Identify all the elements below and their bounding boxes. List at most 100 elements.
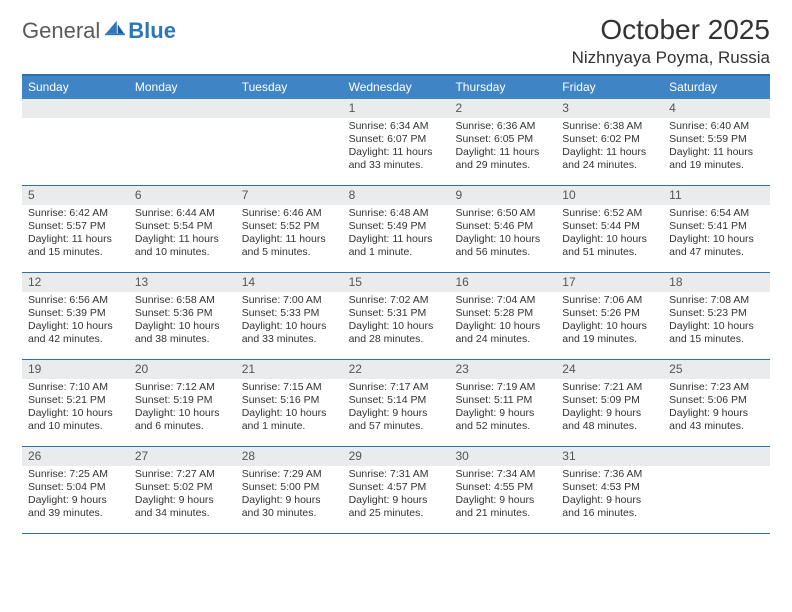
day-body bbox=[663, 466, 770, 526]
sunset-line: Sunset: 5:36 PM bbox=[135, 307, 230, 320]
day-cell: 17Sunrise: 7:06 AMSunset: 5:26 PMDayligh… bbox=[556, 273, 663, 359]
sunset-line: Sunset: 4:55 PM bbox=[455, 481, 550, 494]
day-number: 5 bbox=[22, 186, 129, 205]
day-cell: 22Sunrise: 7:17 AMSunset: 5:14 PMDayligh… bbox=[343, 360, 450, 446]
daylight-line: Daylight: 10 hours and 38 minutes. bbox=[135, 320, 230, 346]
sunrise-line: Sunrise: 7:10 AM bbox=[28, 381, 123, 394]
month-title: October 2025 bbox=[572, 14, 770, 46]
sunrise-line: Sunrise: 7:34 AM bbox=[455, 468, 550, 481]
day-cell: 29Sunrise: 7:31 AMSunset: 4:57 PMDayligh… bbox=[343, 447, 450, 533]
sunrise-line: Sunrise: 7:21 AM bbox=[562, 381, 657, 394]
daylight-line: Daylight: 9 hours and 34 minutes. bbox=[135, 494, 230, 520]
day-number: 21 bbox=[236, 360, 343, 379]
day-body: Sunrise: 7:36 AMSunset: 4:53 PMDaylight:… bbox=[556, 466, 663, 525]
daylight-line: Daylight: 9 hours and 52 minutes. bbox=[455, 407, 550, 433]
daylight-line: Daylight: 10 hours and 10 minutes. bbox=[28, 407, 123, 433]
day-cell: 12Sunrise: 6:56 AMSunset: 5:39 PMDayligh… bbox=[22, 273, 129, 359]
sunset-line: Sunset: 6:05 PM bbox=[455, 133, 550, 146]
day-cell: 31Sunrise: 7:36 AMSunset: 4:53 PMDayligh… bbox=[556, 447, 663, 533]
daylight-line: Daylight: 9 hours and 16 minutes. bbox=[562, 494, 657, 520]
day-body: Sunrise: 7:08 AMSunset: 5:23 PMDaylight:… bbox=[663, 292, 770, 351]
daylight-line: Daylight: 11 hours and 10 minutes. bbox=[135, 233, 230, 259]
week-row: 19Sunrise: 7:10 AMSunset: 5:21 PMDayligh… bbox=[22, 360, 770, 447]
sunrise-line: Sunrise: 6:54 AM bbox=[669, 207, 764, 220]
day-body: Sunrise: 7:06 AMSunset: 5:26 PMDaylight:… bbox=[556, 292, 663, 351]
day-cell: 15Sunrise: 7:02 AMSunset: 5:31 PMDayligh… bbox=[343, 273, 450, 359]
sunset-line: Sunset: 5:59 PM bbox=[669, 133, 764, 146]
day-number: 27 bbox=[129, 447, 236, 466]
day-body: Sunrise: 7:29 AMSunset: 5:00 PMDaylight:… bbox=[236, 466, 343, 525]
day-cell: 8Sunrise: 6:48 AMSunset: 5:49 PMDaylight… bbox=[343, 186, 450, 272]
day-number: 10 bbox=[556, 186, 663, 205]
sunrise-line: Sunrise: 6:46 AM bbox=[242, 207, 337, 220]
day-number: 8 bbox=[343, 186, 450, 205]
day-cell: 16Sunrise: 7:04 AMSunset: 5:28 PMDayligh… bbox=[449, 273, 556, 359]
day-number bbox=[22, 99, 129, 118]
day-body: Sunrise: 6:36 AMSunset: 6:05 PMDaylight:… bbox=[449, 118, 556, 177]
sunrise-line: Sunrise: 7:00 AM bbox=[242, 294, 337, 307]
sunset-line: Sunset: 5:26 PM bbox=[562, 307, 657, 320]
daylight-line: Daylight: 11 hours and 24 minutes. bbox=[562, 146, 657, 172]
day-body: Sunrise: 7:04 AMSunset: 5:28 PMDaylight:… bbox=[449, 292, 556, 351]
day-number: 17 bbox=[556, 273, 663, 292]
day-number: 2 bbox=[449, 99, 556, 118]
day-number: 3 bbox=[556, 99, 663, 118]
day-cell: 26Sunrise: 7:25 AMSunset: 5:04 PMDayligh… bbox=[22, 447, 129, 533]
day-cell: 18Sunrise: 7:08 AMSunset: 5:23 PMDayligh… bbox=[663, 273, 770, 359]
day-number: 25 bbox=[663, 360, 770, 379]
day-cell: 9Sunrise: 6:50 AMSunset: 5:46 PMDaylight… bbox=[449, 186, 556, 272]
daylight-line: Daylight: 9 hours and 39 minutes. bbox=[28, 494, 123, 520]
sunrise-line: Sunrise: 7:12 AM bbox=[135, 381, 230, 394]
day-body: Sunrise: 7:19 AMSunset: 5:11 PMDaylight:… bbox=[449, 379, 556, 438]
sunset-line: Sunset: 5:28 PM bbox=[455, 307, 550, 320]
daylight-line: Daylight: 9 hours and 48 minutes. bbox=[562, 407, 657, 433]
sunrise-line: Sunrise: 7:31 AM bbox=[349, 468, 444, 481]
day-cell: 14Sunrise: 7:00 AMSunset: 5:33 PMDayligh… bbox=[236, 273, 343, 359]
daylight-line: Daylight: 10 hours and 15 minutes. bbox=[669, 320, 764, 346]
sunset-line: Sunset: 5:39 PM bbox=[28, 307, 123, 320]
sunrise-line: Sunrise: 6:58 AM bbox=[135, 294, 230, 307]
day-number: 6 bbox=[129, 186, 236, 205]
sunset-line: Sunset: 5:57 PM bbox=[28, 220, 123, 233]
sunset-line: Sunset: 5:41 PM bbox=[669, 220, 764, 233]
sunrise-line: Sunrise: 7:29 AM bbox=[242, 468, 337, 481]
sunset-line: Sunset: 5:14 PM bbox=[349, 394, 444, 407]
daylight-line: Daylight: 10 hours and 51 minutes. bbox=[562, 233, 657, 259]
day-number: 18 bbox=[663, 273, 770, 292]
day-cell: 24Sunrise: 7:21 AMSunset: 5:09 PMDayligh… bbox=[556, 360, 663, 446]
logo-text-blue: Blue bbox=[128, 18, 176, 44]
day-number: 7 bbox=[236, 186, 343, 205]
day-body: Sunrise: 7:23 AMSunset: 5:06 PMDaylight:… bbox=[663, 379, 770, 438]
day-cell: 21Sunrise: 7:15 AMSunset: 5:16 PMDayligh… bbox=[236, 360, 343, 446]
sunrise-line: Sunrise: 7:04 AM bbox=[455, 294, 550, 307]
day-body: Sunrise: 6:34 AMSunset: 6:07 PMDaylight:… bbox=[343, 118, 450, 177]
daylight-line: Daylight: 11 hours and 15 minutes. bbox=[28, 233, 123, 259]
daylight-line: Daylight: 10 hours and 24 minutes. bbox=[455, 320, 550, 346]
sunset-line: Sunset: 4:57 PM bbox=[349, 481, 444, 494]
location: Nizhnyaya Poyma, Russia bbox=[572, 48, 770, 68]
day-number: 11 bbox=[663, 186, 770, 205]
day-body: Sunrise: 7:17 AMSunset: 5:14 PMDaylight:… bbox=[343, 379, 450, 438]
sunrise-line: Sunrise: 6:44 AM bbox=[135, 207, 230, 220]
sunrise-line: Sunrise: 7:19 AM bbox=[455, 381, 550, 394]
sunset-line: Sunset: 5:44 PM bbox=[562, 220, 657, 233]
day-number: 29 bbox=[343, 447, 450, 466]
sunset-line: Sunset: 5:04 PM bbox=[28, 481, 123, 494]
day-body: Sunrise: 6:42 AMSunset: 5:57 PMDaylight:… bbox=[22, 205, 129, 264]
daylight-line: Daylight: 11 hours and 1 minute. bbox=[349, 233, 444, 259]
sunset-line: Sunset: 5:19 PM bbox=[135, 394, 230, 407]
daylight-line: Daylight: 10 hours and 6 minutes. bbox=[135, 407, 230, 433]
day-number: 22 bbox=[343, 360, 450, 379]
sunrise-line: Sunrise: 6:56 AM bbox=[28, 294, 123, 307]
sunrise-line: Sunrise: 6:34 AM bbox=[349, 120, 444, 133]
day-cell: 7Sunrise: 6:46 AMSunset: 5:52 PMDaylight… bbox=[236, 186, 343, 272]
day-cell: 10Sunrise: 6:52 AMSunset: 5:44 PMDayligh… bbox=[556, 186, 663, 272]
sunset-line: Sunset: 5:06 PM bbox=[669, 394, 764, 407]
day-number: 20 bbox=[129, 360, 236, 379]
sunrise-line: Sunrise: 6:42 AM bbox=[28, 207, 123, 220]
week-row: 5Sunrise: 6:42 AMSunset: 5:57 PMDaylight… bbox=[22, 186, 770, 273]
day-number: 4 bbox=[663, 99, 770, 118]
day-number: 9 bbox=[449, 186, 556, 205]
day-cell: 5Sunrise: 6:42 AMSunset: 5:57 PMDaylight… bbox=[22, 186, 129, 272]
day-body: Sunrise: 7:02 AMSunset: 5:31 PMDaylight:… bbox=[343, 292, 450, 351]
